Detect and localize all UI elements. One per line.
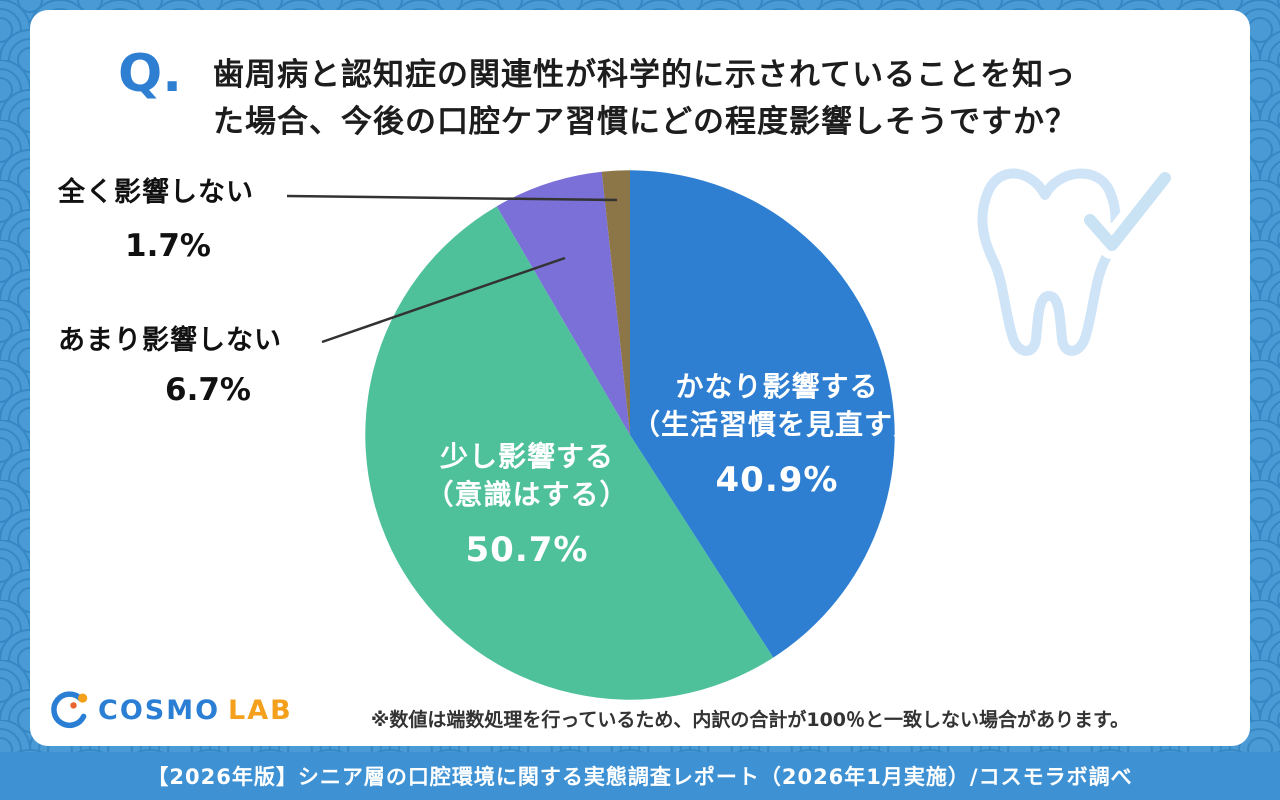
- slice-label-some: 少し影響する （意識はする） 50.7%: [377, 438, 677, 570]
- callout-little-label: あまり影響しない: [58, 325, 282, 356]
- slice-label-much-line2: （生活習慣を見直す）: [631, 408, 922, 441]
- pie-slice-0: [630, 170, 895, 658]
- slice-label-some-line2: （意識はする）: [425, 478, 629, 511]
- callout-little-pct: 6.7%: [165, 372, 251, 408]
- question-title: 歯周病と認知症の関連性が科学的に示されていることを知っ た場合、今後の口腔ケア習…: [213, 52, 1193, 146]
- cosmo-lab-logo: COSMO LAB: [46, 688, 293, 732]
- slice-label-much-pct: 40.9%: [715, 460, 839, 500]
- footnote: ※数値は端数処理を行っているため、内訳の合計が100％と一致しない場合があります…: [370, 709, 1130, 731]
- slice-label-some-pct: 50.7%: [465, 530, 589, 570]
- question-mark-label: Q.: [118, 44, 182, 104]
- logo-text-lab: LAB: [228, 694, 293, 726]
- question-title-line1: 歯周病と認知症の関連性が科学的に示されていることを知っ: [213, 57, 1077, 93]
- logo-text-cosmo: COSMO: [98, 694, 221, 726]
- footer-bar: 【2026年版】シニア層の口腔環境に関する実態調査レポート（2026年1月実施）…: [0, 752, 1280, 800]
- question-title-line2: た場合、今後の口腔ケア習慣にどの程度影響しそうですか？: [213, 104, 1077, 140]
- slice-label-much-line1: かなり影響する: [675, 370, 879, 403]
- cosmo-logo-icon: [51, 691, 88, 728]
- slice-label-some-line1: 少し影響する: [439, 440, 614, 473]
- callout-none-pct: 1.7%: [125, 228, 211, 264]
- pie-slice-3: [601, 170, 630, 435]
- footer-bar-text: 【2026年版】シニア層の口腔環境に関する実態調査レポート（2026年1月実施）…: [147, 765, 1133, 789]
- callout-none-label: 全く影響しない: [58, 177, 254, 208]
- slice-label-much: かなり影響する （生活習慣を見直す） 40.9%: [627, 368, 927, 500]
- tooth-check-icon: [977, 164, 1179, 356]
